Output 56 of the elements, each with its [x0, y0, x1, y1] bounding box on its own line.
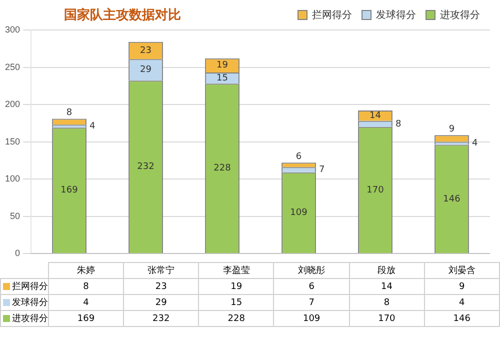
data-label: 232 — [124, 310, 199, 326]
data-label: 9 — [424, 278, 500, 294]
data-label: 23 — [124, 278, 199, 294]
data-label: 6 — [274, 278, 350, 294]
text: 19 — [216, 60, 228, 71]
data-label: 146 — [424, 310, 500, 326]
data-label: 228 — [198, 310, 274, 326]
text: 146 — [443, 194, 460, 204]
x-tick-label: 段放 — [349, 262, 424, 278]
x-tick-label: 李盈莹 — [198, 262, 274, 278]
x-tick-label: 刘晓彤 — [274, 262, 350, 278]
text: 8 — [395, 119, 402, 130]
text: 232 — [137, 162, 154, 172]
text: 发球得分 — [12, 298, 48, 308]
data-label: 8 — [48, 278, 124, 294]
data-label: 8 — [349, 294, 424, 310]
legend-label: 进攻得分 — [440, 8, 480, 21]
text: 109 — [290, 208, 308, 218]
data-label: 29 — [124, 294, 199, 310]
text: 9 — [448, 124, 455, 134]
y-tick-label: 300 — [4, 24, 20, 34]
x-tick-label: 刘晏含 — [424, 262, 500, 278]
text: 14 — [370, 111, 381, 122]
y-tick-label: 100 — [4, 174, 20, 184]
y-tick-label: 200 — [4, 99, 20, 110]
x-tick-label: 朱婷 — [48, 262, 124, 278]
data-label: 4 — [424, 294, 500, 310]
data-label: 169 — [48, 310, 124, 326]
y-tick-label: 150 — [4, 136, 20, 146]
text: 15 — [216, 73, 228, 84]
text: 4 — [89, 121, 96, 132]
data-label: 170 — [349, 310, 424, 326]
text: 进攻得分 — [12, 314, 48, 324]
y-tick-label: 50 — [10, 210, 20, 221]
data-label: 7 — [274, 294, 350, 310]
text: 4 — [472, 138, 478, 149]
legend-label: 拦网得分 — [312, 8, 352, 21]
text: 7 — [318, 165, 325, 176]
data-label: 14 — [349, 278, 424, 294]
x-tick-label: 张常宁 — [124, 262, 199, 278]
text: 170 — [366, 185, 384, 196]
text: 6 — [296, 152, 302, 162]
text: 29 — [140, 65, 152, 76]
y-tick-label: 0 — [15, 248, 20, 258]
y-tick-label: 250 — [4, 62, 20, 72]
legend-label: 发球得分 — [376, 8, 416, 21]
text: 8 — [66, 108, 72, 118]
data-label: 19 — [198, 278, 274, 294]
data-label: 15 — [198, 294, 274, 310]
data-label: 109 — [274, 310, 350, 326]
text: 169 — [60, 186, 78, 196]
text: 拦网得分 — [12, 282, 48, 292]
text: 228 — [214, 164, 231, 174]
chart-title: 国家队主攻数据对比 — [64, 6, 181, 24]
text: 23 — [140, 46, 152, 56]
data-label: 4 — [48, 294, 124, 310]
